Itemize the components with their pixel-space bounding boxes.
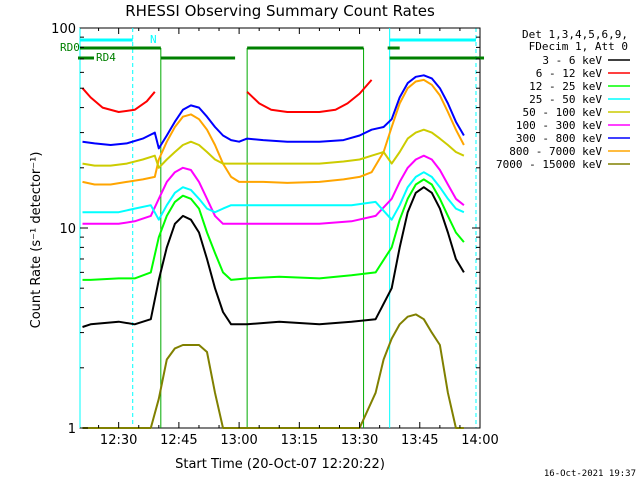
legend-entry-label: 3 - 6 keV <box>542 54 602 67</box>
legend-entry-label: 7000 - 15000 keV <box>496 158 602 171</box>
legend-entry-label: 50 - 100 keV <box>523 106 603 119</box>
y-axis-label: Count Rate (s⁻¹ detector⁻¹) <box>29 152 44 329</box>
legend-entry-label: 6 - 12 keV <box>536 67 603 80</box>
x-tick-label: 13:30 <box>341 433 378 448</box>
x-axis-label: Start Time (20-Oct-07 12:20:22) <box>175 457 385 472</box>
series-line-1 <box>82 178 465 281</box>
legend-header-line: Det 1,3,4,5,6,9, <box>522 28 628 41</box>
series-line-5 <box>246 79 373 113</box>
x-tick-label: 13:45 <box>401 433 438 448</box>
x-tick-label: 12:45 <box>160 433 197 448</box>
x-tick-label: 12:30 <box>100 433 137 448</box>
chart-title: RHESSI Observing Summary Count Rates <box>125 2 435 20</box>
series-line-2 <box>82 154 465 225</box>
night-label: N <box>150 33 157 46</box>
legend-entry-label: 100 - 300 keV <box>516 119 602 132</box>
x-tick-label: 14:00 <box>461 433 498 448</box>
x-tick-label: 13:00 <box>220 433 257 448</box>
x-tick-label: 13:15 <box>281 433 318 448</box>
legend-entry-label: 25 - 50 keV <box>529 93 602 106</box>
series-line-9 <box>82 313 464 429</box>
plot-frame <box>79 27 481 429</box>
y-axis: 1 10 100 <box>51 22 480 437</box>
series-line-3 <box>82 171 465 221</box>
series-line-6 <box>82 74 465 150</box>
timestamp-label: 16-Oct-2021 19:37 <box>544 469 636 479</box>
y-tick-label: 10 <box>59 222 76 237</box>
legend-header-line: FDecim 1, Att 0 <box>529 40 628 53</box>
rd4-label: RD4 <box>96 51 116 64</box>
legend-entry-label: 300 - 800 keV <box>516 132 602 145</box>
rd0-label: RD0 <box>60 41 80 54</box>
series-line-8 <box>82 128 465 169</box>
series-line-0 <box>82 186 465 328</box>
legend-entry-label: 12 - 25 keV <box>529 80 602 93</box>
legend: Det 1,3,4,5,6,9,FDecim 1, Att 03 - 6 keV… <box>496 28 630 171</box>
x-axis: 12:30 12:45 13:00 13:15 13:30 13:45 14:00 <box>98 28 499 448</box>
y-tick-label: 1 <box>68 422 76 437</box>
plot-area: RD0 RD4 N <box>60 27 485 429</box>
y-tick-label: 100 <box>51 22 76 37</box>
legend-entry-label: 800 - 7000 keV <box>509 145 602 158</box>
series-line-4 <box>81 87 156 113</box>
